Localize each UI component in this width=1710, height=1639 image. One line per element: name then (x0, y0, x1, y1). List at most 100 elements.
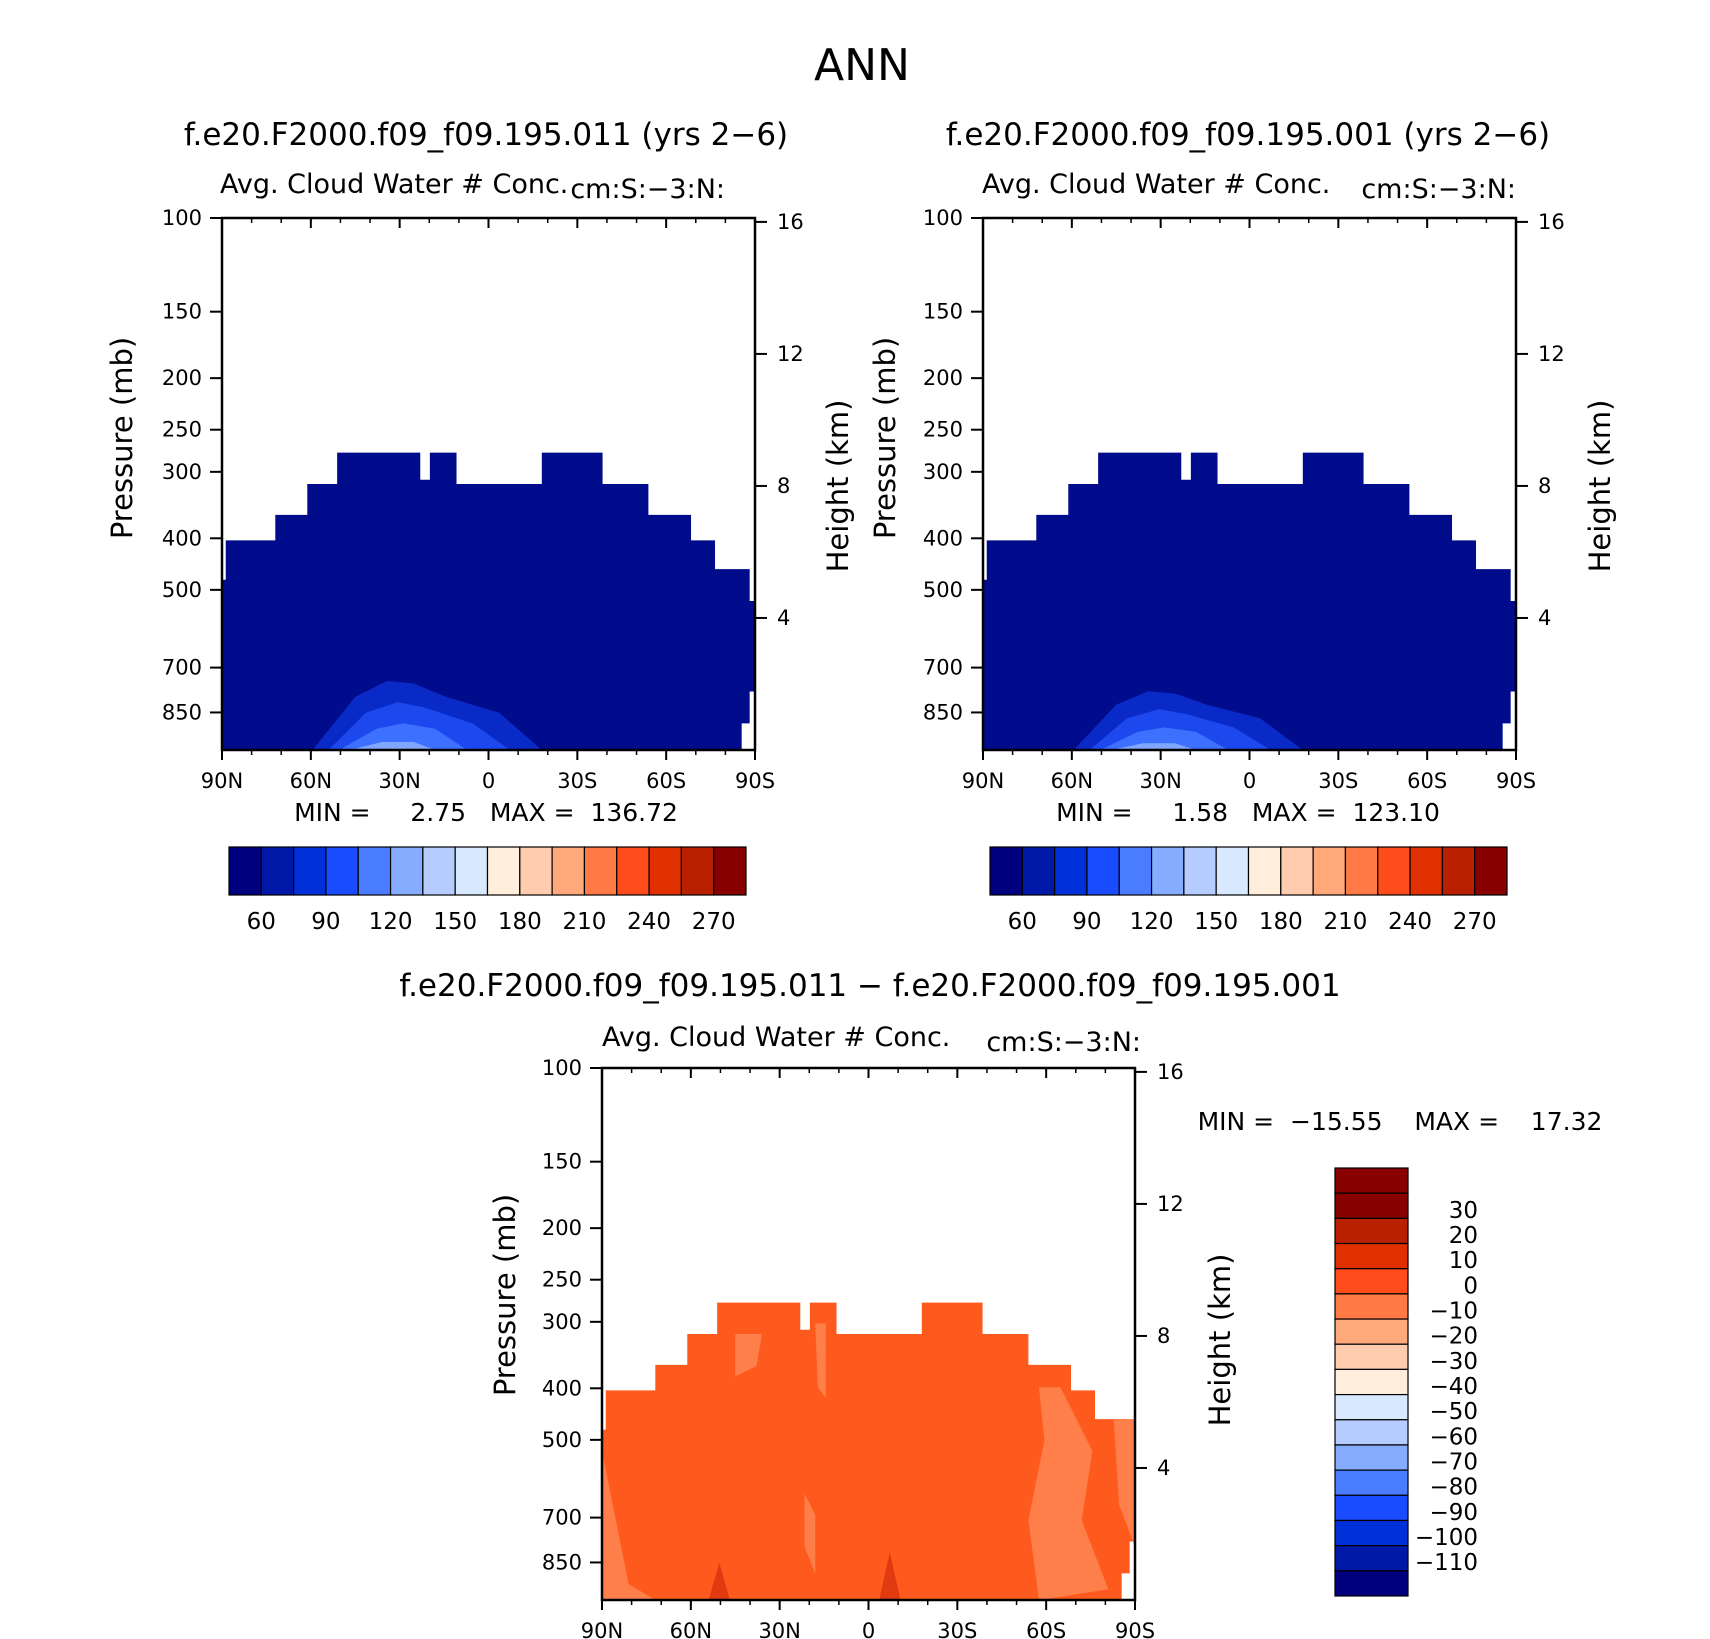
y-tick-label-right: 16 (1538, 210, 1565, 234)
colorbar: 60 90 120 150 180 210 240 270 (228, 846, 747, 935)
colorbar-tick-label: −110 (1415, 1550, 1478, 1576)
colorbar-tick-label: 240 (1388, 909, 1432, 935)
colorbar-swatch (1334, 1192, 1409, 1219)
plot-area: 90N 60N 30N 0 30S 60S 90S 100 150 200 250 300 400 500… (923, 206, 1565, 793)
x-tick-label: 90N (581, 1619, 623, 1639)
y-tick-label: 400 (923, 526, 963, 550)
x-tick-label: 30S (1318, 769, 1358, 793)
colorbar-swatch (519, 846, 553, 896)
y-tick-label-right: 4 (777, 606, 790, 630)
panel-top-left: f.e20.F2000.f09_f09.195.011 (yrs 2−6) Av… (105, 117, 855, 935)
colorbar-swatch (1334, 1494, 1409, 1522)
x-tick-label: 90N (962, 769, 1004, 793)
colorbar-swatch (1334, 1545, 1409, 1572)
colorbar-tick-label: 240 (627, 909, 671, 935)
colorbar-swatch (1215, 846, 1250, 896)
y-tick-label-right: 4 (1538, 606, 1551, 630)
y-tick-label: 700 (923, 656, 963, 680)
colorbar-tick-label: 210 (562, 909, 606, 935)
colorbar-swatch (1334, 1393, 1409, 1421)
panel-units: cm:S:−3:N: (986, 1027, 1141, 1058)
x-tick-label: 60N (290, 769, 332, 793)
colorbar-tick-label: 20 (1449, 1223, 1478, 1249)
colorbar-swatch (1474, 846, 1508, 896)
colorbar-tick-label: 180 (1259, 909, 1303, 935)
colorbar-swatch (357, 846, 392, 896)
field-region (983, 452, 1516, 750)
y-tick-label: 300 (542, 1310, 582, 1334)
y-tick-label-right: 12 (1157, 1192, 1184, 1216)
colorbar-swatch (989, 846, 1023, 896)
page-title: ANN (814, 40, 910, 91)
colorbar-swatch (1086, 846, 1120, 896)
colorbar-swatch (1021, 846, 1056, 896)
colorbar-tick-label: −100 (1415, 1525, 1478, 1551)
colorbar-swatch (486, 846, 521, 896)
y-tick-label: 850 (542, 1550, 582, 1574)
y-tick-label: 150 (923, 300, 963, 324)
x-tick-label: 30S (937, 1619, 977, 1639)
field-contour (708, 1562, 730, 1600)
colorbar-swatch (1054, 846, 1088, 896)
colorbar-tick-label: 210 (1323, 909, 1367, 935)
x-tick-label: 60S (1407, 769, 1447, 793)
colorbar-tick-label: −40 (1429, 1374, 1478, 1400)
colorbar-tick-label: 0 (1463, 1273, 1478, 1299)
y-axis-label-left: Pressure (mb) (105, 337, 139, 539)
plot-area: 90N 60N 30N 0 30S 60S 90S 100 150 200 250 300 400 500… (542, 1056, 1184, 1639)
y-tick-label: 100 (923, 206, 963, 230)
colorbar-swatch (1334, 1217, 1409, 1245)
colorbar-tick-label: 150 (1194, 909, 1238, 935)
y-axis-label-right: Height (km) (821, 400, 855, 573)
colorbar-tick-label: −80 (1429, 1475, 1478, 1501)
y-tick-label: 100 (162, 206, 202, 230)
field-region (602, 1302, 1135, 1600)
panel-units: cm:S:−3:N: (570, 174, 725, 205)
x-tick-label: 60N (1051, 769, 1093, 793)
panel-title: f.e20.F2000.f09_f09.195.011 (yrs 2−6) (184, 117, 788, 153)
field-contour (1110, 743, 1197, 750)
y-tick-label: 200 (162, 366, 202, 390)
panel-subtitle: Avg. Cloud Water # Conc. (220, 169, 568, 200)
y-tick-label: 400 (542, 1376, 582, 1400)
field-contour (1100, 727, 1229, 750)
colorbar-swatch (1334, 1368, 1409, 1396)
y-tick-label: 850 (162, 700, 202, 724)
colorbar-tick-label: 270 (1453, 909, 1497, 935)
colorbar-swatch (293, 846, 327, 896)
colorbar-tick-label: 270 (692, 909, 736, 935)
colorbar-swatch (1312, 846, 1347, 896)
colorbar-swatch (1377, 846, 1411, 896)
colorbar-swatch (1334, 1268, 1409, 1295)
y-axis-label-right: Height (km) (1583, 400, 1617, 573)
x-tick-label: 60N (670, 1619, 712, 1639)
y-axis-label-left: Pressure (mb) (488, 1194, 522, 1396)
min-max-stats: MIN = 2.75 MAX = 136.72 (294, 798, 678, 827)
colorbar-swatch (1118, 846, 1153, 896)
colorbar-swatch (648, 846, 682, 896)
panel-bottom: f.e20.F2000.f09_f09.195.011 − f.e20.F200… (399, 968, 1602, 1639)
y-tick-label-right: 8 (777, 474, 790, 498)
colorbar-swatch (1334, 1469, 1409, 1496)
field-contour (879, 1552, 901, 1600)
panel-units: cm:S:−3:N: (1361, 174, 1516, 205)
x-tick-label: 90N (201, 769, 243, 793)
panel-top-right: f.e20.F2000.f09_f09.195.001 (yrs 2−6) Av… (868, 117, 1617, 935)
y-tick-label: 700 (162, 656, 202, 680)
colorbar-tick-label: −60 (1429, 1424, 1478, 1450)
colorbar-swatch (228, 846, 262, 896)
panel-title: f.e20.F2000.f09_f09.195.011 − f.e20.F200… (399, 968, 1340, 1004)
y-axis-label-left: Pressure (mb) (868, 337, 902, 539)
y-tick-label: 250 (162, 418, 202, 442)
min-max-stats: MIN = −15.55 MAX = 17.32 (1198, 1107, 1603, 1136)
y-tick-label-right: 16 (777, 210, 804, 234)
field-contour (735, 1334, 762, 1377)
colorbar-swatch (1150, 846, 1185, 896)
panel-subtitle: Avg. Cloud Water # Conc. (602, 1022, 950, 1053)
plot-area: 90N 60N 30N 0 30S 60S 90S 100 150 200 250 300 400 500… (162, 206, 804, 793)
panel-title: f.e20.F2000.f09_f09.195.001 (yrs 2−6) (946, 117, 1550, 153)
colorbar-swatch (1334, 1444, 1409, 1471)
y-tick-label-right: 12 (1538, 342, 1565, 366)
x-tick-label: 0 (862, 1619, 875, 1639)
